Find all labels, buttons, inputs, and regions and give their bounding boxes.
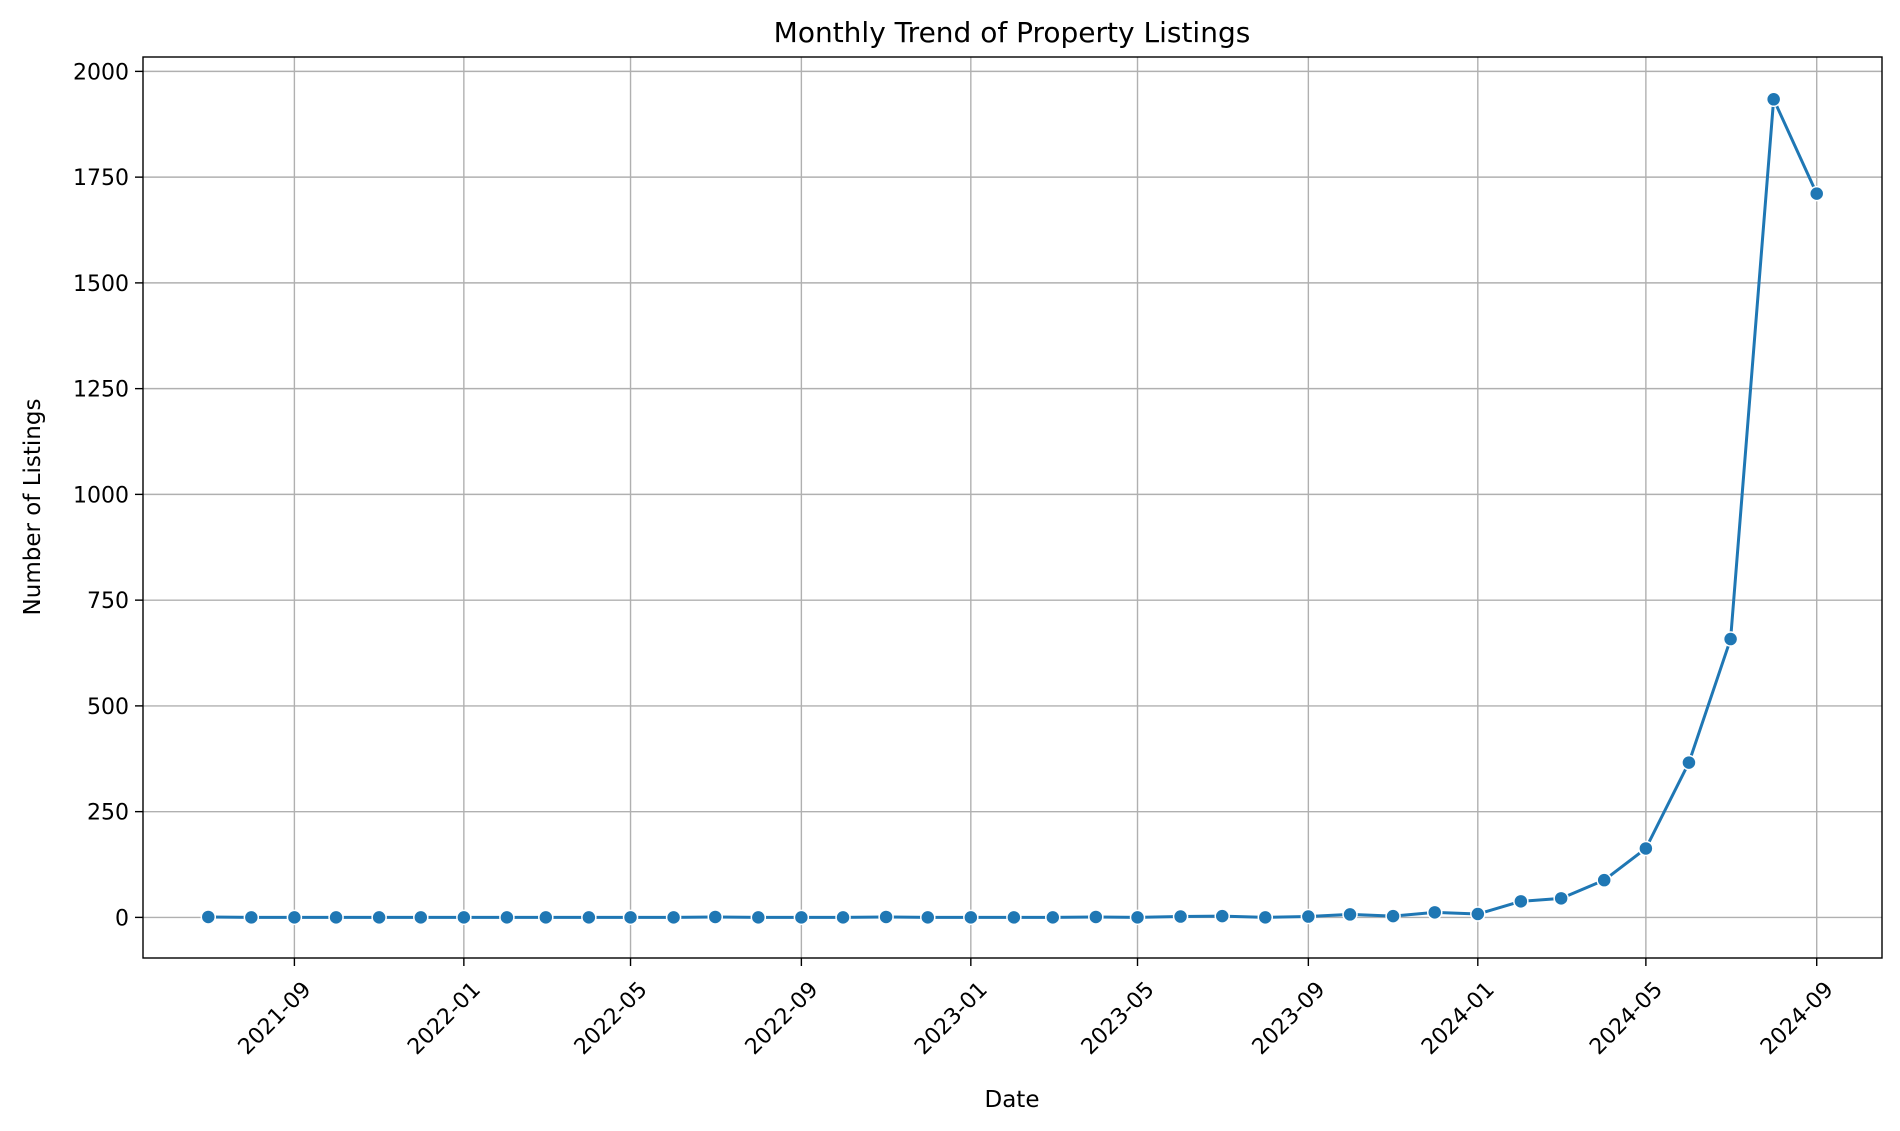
x-axis-label: Date xyxy=(985,1087,1040,1113)
data-point xyxy=(1513,893,1529,910)
data-point xyxy=(707,909,724,925)
data-point xyxy=(328,909,344,926)
data-point xyxy=(1257,909,1274,926)
data-point xyxy=(499,909,515,926)
data-point xyxy=(835,909,851,926)
data-point xyxy=(920,909,936,926)
data-point xyxy=(1596,872,1612,888)
data-point xyxy=(1470,906,1486,922)
series-layer xyxy=(200,91,1825,926)
y-tick-label: 1750 xyxy=(73,166,129,191)
grid xyxy=(143,57,1882,958)
y-tick-label: 2000 xyxy=(73,60,129,85)
data-point xyxy=(1006,909,1022,926)
data-point xyxy=(286,909,303,926)
plot-area-frame xyxy=(142,56,1883,959)
data-point xyxy=(1088,909,1104,925)
data-point xyxy=(538,909,554,926)
y-tick-label: 250 xyxy=(87,801,129,826)
data-point xyxy=(1045,909,1061,926)
data-point xyxy=(1553,890,1569,907)
y-axis-label: Number of Listings xyxy=(20,399,46,616)
y-axis-ticks: 0 250 500 750 1000 1250 1500 1750 2000 xyxy=(73,60,143,931)
data-point xyxy=(200,909,217,925)
data-point xyxy=(793,909,810,926)
data-point xyxy=(963,909,979,926)
data-point xyxy=(1681,754,1697,771)
data-point xyxy=(371,909,387,926)
data-point xyxy=(1385,908,1401,924)
data-point xyxy=(1426,904,1443,921)
y-tick-label: 500 xyxy=(87,695,129,720)
data-point xyxy=(1765,91,1782,108)
y-tick-label: 1250 xyxy=(73,378,129,403)
y-tick-label: 750 xyxy=(87,589,129,614)
data-point xyxy=(1172,908,1189,925)
data-point xyxy=(665,909,682,926)
data-point xyxy=(1722,631,1739,647)
data-point xyxy=(1300,908,1317,925)
data-point xyxy=(622,909,639,926)
chart-title: Monthly Trend of Property Listings xyxy=(774,16,1251,49)
data-point xyxy=(1342,906,1358,923)
data-point xyxy=(1808,185,1825,202)
data-point xyxy=(413,909,429,926)
data-point xyxy=(243,909,260,926)
y-tick-label: 0 xyxy=(115,906,129,931)
data-point xyxy=(1129,909,1146,926)
data-point xyxy=(581,909,597,926)
y-tick-label: 1500 xyxy=(73,272,129,297)
data-point xyxy=(456,909,472,926)
y-tick-label: 1000 xyxy=(73,483,129,508)
data-point xyxy=(1214,908,1230,924)
data-point xyxy=(878,909,894,925)
data-point xyxy=(750,909,767,926)
data-point xyxy=(1638,840,1654,857)
